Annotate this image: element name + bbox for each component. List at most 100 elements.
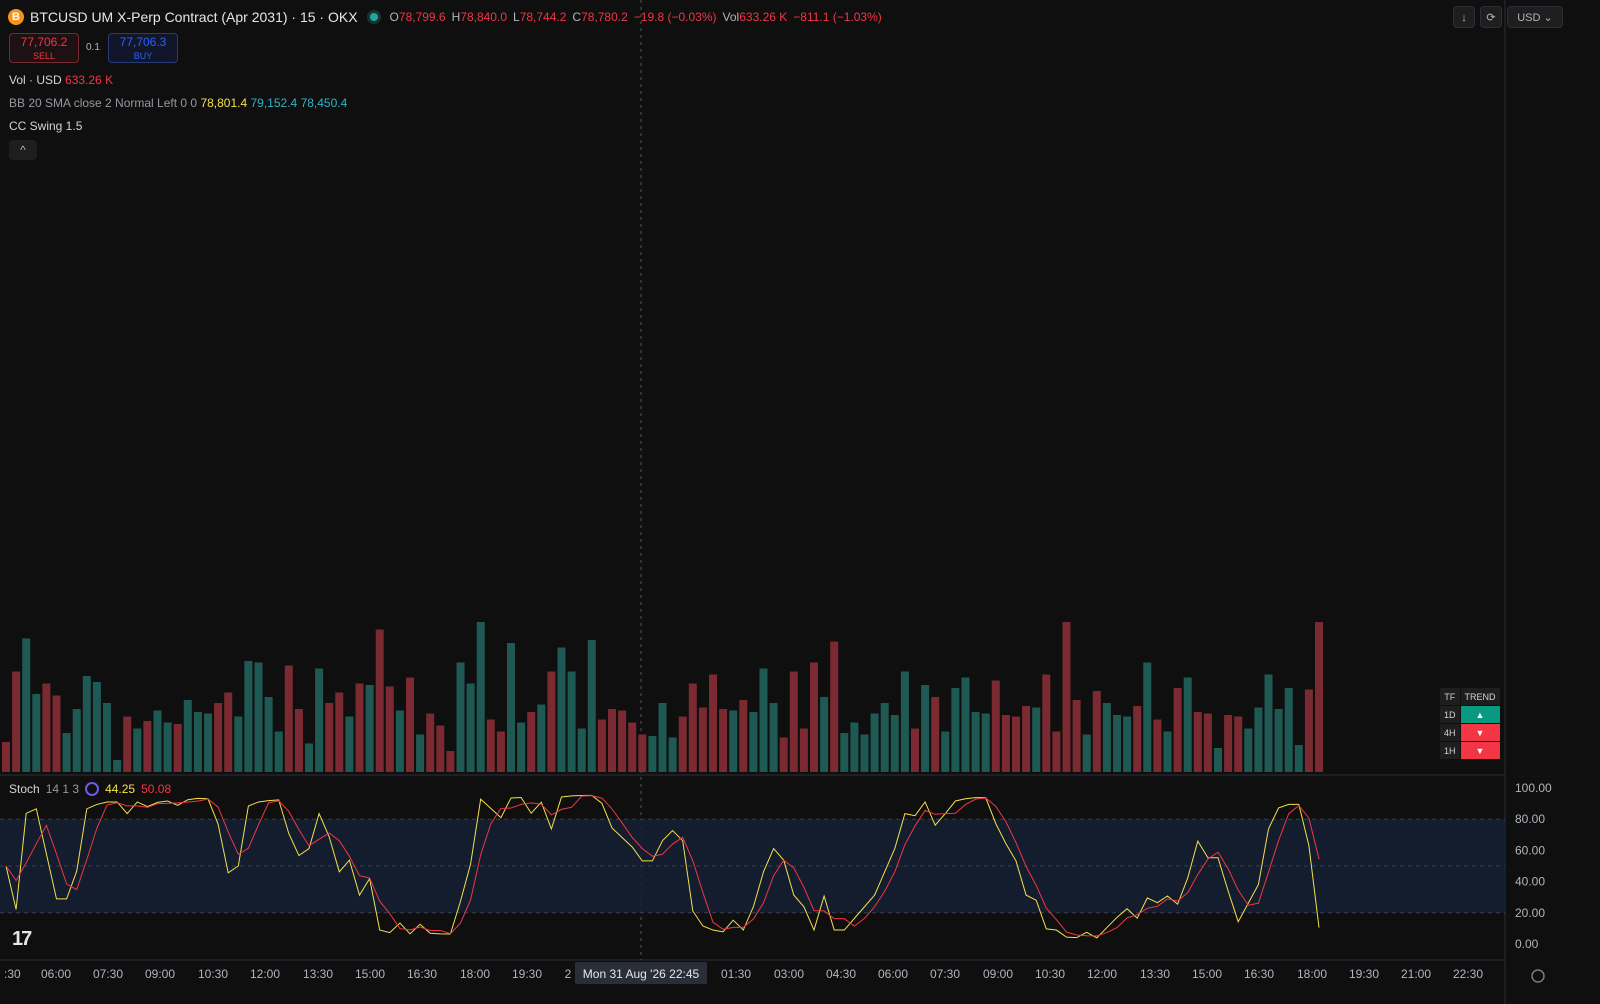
legend-bollinger[interactable]: BB 20 SMA close 2 Normal Left 0 0 78,801…: [9, 96, 348, 110]
volume-bar: [103, 703, 111, 772]
volume-bar: [961, 677, 970, 772]
symbol-title[interactable]: BTCUSD UM X-Perp Contract (Apr 2031) · 1…: [30, 9, 358, 25]
volume-bar: [759, 668, 768, 772]
arrow-down-icon[interactable]: ↓: [1453, 6, 1475, 28]
ohlc-values: O78,799.6 H78,840.0 L78,744.2 C78,780.2 …: [389, 10, 882, 24]
volume-bar: [375, 629, 384, 772]
time-tick-label: 09:00: [983, 967, 1013, 981]
legend-volume[interactable]: Vol · USD 633.26 K: [9, 73, 114, 87]
trend-row-tf: 1H: [1439, 741, 1461, 760]
volume-bar: [486, 719, 495, 772]
volume-bar: [517, 722, 526, 772]
volume-bar: [345, 716, 354, 772]
currency-select[interactable]: USD ⌄: [1507, 6, 1563, 28]
volume-bar: [1062, 622, 1071, 772]
volume-bar: [567, 671, 576, 772]
volume-bar: [860, 734, 869, 772]
stoch-tick-label: 60.00: [1515, 843, 1545, 857]
sell-price: 77,706.2: [20, 35, 68, 49]
volume-bar: [537, 704, 546, 772]
buy-label: BUY: [133, 51, 153, 61]
volume-bar: [12, 671, 21, 772]
volume-bar: [830, 641, 839, 772]
time-tick-label: 16:30: [407, 967, 437, 981]
time-tick-label: 13:30: [1140, 967, 1170, 981]
legend-stochastic[interactable]: Stoch 14 1 3 44.25 50.08: [9, 782, 172, 796]
volume-bar: [456, 662, 465, 772]
volume-bar: [1234, 716, 1243, 772]
volume-bar: [234, 716, 243, 772]
volume-bar: [1224, 715, 1233, 772]
volume-bar: [42, 683, 51, 772]
volume-bar: [22, 638, 31, 772]
time-tick-label: 22:30: [1453, 967, 1483, 981]
volume-bar: [840, 733, 849, 772]
legend-swing[interactable]: CC Swing 1.5: [9, 119, 83, 133]
volume-bar: [406, 677, 414, 772]
volume-bar: [981, 713, 990, 772]
volume-bar: [214, 703, 223, 772]
volume-bar: [931, 697, 940, 772]
refresh-icon[interactable]: ⟳: [1480, 6, 1502, 28]
volume-bar: [557, 647, 566, 772]
volume-bar: [749, 712, 758, 772]
volume-bar: [355, 683, 364, 772]
volume-bar: [678, 716, 687, 772]
trend-down-icon: ▼: [1459, 741, 1501, 760]
volume-bar: [143, 721, 152, 772]
volume-bar: [1133, 706, 1142, 772]
settings-gear-icon[interactable]: [1531, 969, 1545, 983]
volume-bar: [507, 643, 515, 772]
volume-bar: [608, 709, 616, 772]
time-tick-label: 07:30: [930, 967, 960, 981]
spread-value: 0.1: [86, 42, 100, 53]
sell-button[interactable]: 77,706.2 SELL: [9, 33, 79, 63]
volume-bar: [244, 661, 253, 772]
volume-bar: [527, 712, 536, 772]
volume-bar: [1254, 707, 1263, 772]
sell-label: SELL: [32, 51, 56, 61]
time-tick-label: 01:30: [721, 967, 751, 981]
time-tick-label: 10:30: [1035, 967, 1065, 981]
stoch-tick-label: 0.00: [1515, 937, 1539, 951]
volume-bar: [133, 728, 142, 772]
time-crosshair-bg: [575, 962, 707, 984]
time-tick-label: 12:00: [1087, 967, 1117, 981]
bitcoin-icon: B: [8, 9, 24, 25]
volume-bar: [204, 713, 212, 772]
volume-bar: [153, 710, 162, 772]
volume-bar: [173, 724, 182, 772]
volume-bar: [395, 710, 404, 772]
volume-bar: [890, 715, 899, 772]
buy-button[interactable]: 77,706.3 BUY: [108, 33, 178, 63]
volume-bar: [1113, 715, 1121, 772]
volume-bar: [921, 685, 930, 772]
volume-bar: [32, 694, 41, 772]
tradingview-logo[interactable]: 17: [12, 928, 32, 950]
volume-bar: [638, 734, 647, 772]
volume-bar: [1244, 728, 1253, 772]
volume-bar: [587, 640, 596, 772]
volume-bar: [1102, 703, 1111, 772]
volume-bar: [1173, 688, 1182, 772]
volume-bar: [1001, 715, 1010, 772]
collapse-legend-button[interactable]: ^: [9, 140, 37, 160]
volume-bar: [688, 683, 697, 772]
time-tick-label: :30: [4, 967, 21, 981]
time-tick-label: 03:00: [774, 967, 804, 981]
indicator-settings-icon[interactable]: [85, 782, 100, 796]
volume-bar: [799, 728, 808, 772]
volume-bar: [284, 665, 293, 772]
trend-row-tf: 4H: [1439, 723, 1461, 742]
volume-bar: [274, 731, 283, 772]
trend-up-icon: ▲: [1459, 705, 1501, 724]
chevron-down-icon: ⌄: [1543, 12, 1553, 24]
chart-header: B BTCUSD UM X-Perp Contract (Apr 2031) ·…: [8, 9, 882, 25]
volume-bar: [1203, 713, 1212, 772]
volume-bar: [1092, 691, 1101, 772]
volume-bar: [294, 709, 303, 772]
volume-bar: [1123, 716, 1132, 772]
volume-bar: [1163, 731, 1172, 772]
volume-bar: [92, 682, 101, 772]
